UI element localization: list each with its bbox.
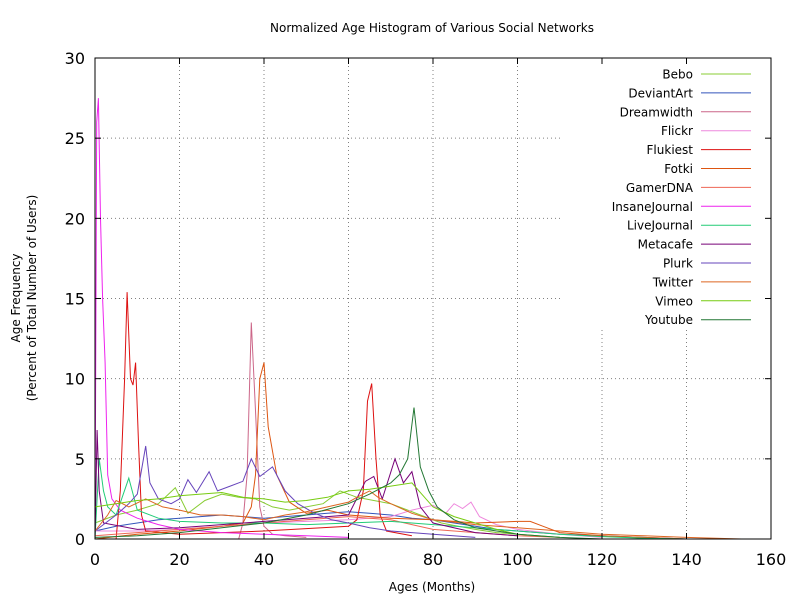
legend-label-flickr: Flickr xyxy=(661,124,693,138)
x-tick-label: 80 xyxy=(423,550,443,569)
legend-label-plurk: Plurk xyxy=(663,257,693,271)
chart-title: Normalized Age Histogram of Various Soci… xyxy=(270,21,594,35)
x-tick-label: 120 xyxy=(587,550,618,569)
legend-label-gamerdna: GamerDNA xyxy=(626,181,694,195)
y-tick-label: 25 xyxy=(65,129,85,148)
legend-label-vimeo: Vimeo xyxy=(655,294,693,308)
series-line-metacafe xyxy=(94,429,518,540)
x-tick-label: 100 xyxy=(502,550,533,569)
x-tick-label: 40 xyxy=(254,550,274,569)
y-tick-label: 5 xyxy=(75,450,85,469)
series-line-fotki xyxy=(94,362,687,540)
tick-layer: 0 20 40 60 80 100 120 140 160 0 5 10 15 20 25 30 xyxy=(65,49,787,569)
legend-label-youtube: Youtube xyxy=(644,313,693,327)
x-tick-label: 60 xyxy=(338,550,358,569)
series-line-youtube xyxy=(94,407,603,540)
x-tick-label: 140 xyxy=(671,550,702,569)
series-line-twitter xyxy=(94,490,742,540)
legend-label-dreamwidth: Dreamwidth xyxy=(620,105,693,119)
y-tick-label: 30 xyxy=(65,49,85,68)
series-line-gamerdna xyxy=(94,516,560,538)
grid-layer xyxy=(95,58,771,539)
series-line-insanejournal xyxy=(94,98,349,540)
legend-label-fotki: Fotki xyxy=(664,162,693,176)
x-tick-label: 20 xyxy=(169,550,189,569)
y-tick-label: 10 xyxy=(65,370,85,389)
legend-label-twitter: Twitter xyxy=(652,275,693,289)
series-line-deviantart xyxy=(94,511,687,540)
legend-label-livejournal: LiveJournal xyxy=(627,219,693,233)
x-axis-label: Ages (Months) xyxy=(389,580,476,594)
y-axis-label-line1: Age Frequency xyxy=(9,253,23,342)
legend: Bebo DeviantArt Dreamwidth Flickr Flukiest Fo… xyxy=(612,68,751,327)
legend-label-deviantart: DeviantArt xyxy=(628,86,693,100)
y-axis-label-line2: (Percent of Total Number of Users) xyxy=(25,195,39,402)
y-tick-label: 20 xyxy=(65,209,85,228)
x-tick-label: 0 xyxy=(90,550,100,569)
legend-label-bebo: Bebo xyxy=(662,68,693,82)
y-tick-label: 0 xyxy=(75,530,85,549)
legend-label-insanejournal: InsaneJournal xyxy=(612,200,693,214)
series-line-vimeo xyxy=(94,482,560,538)
legend-label-flukiest: Flukiest xyxy=(647,143,694,157)
series-line-plurk xyxy=(94,445,476,538)
legend-label-metacafe: Metacafe xyxy=(638,238,693,252)
x-tick-label: 160 xyxy=(756,550,787,569)
y-tick-label: 15 xyxy=(65,290,85,309)
series-line-bebo xyxy=(94,486,518,535)
